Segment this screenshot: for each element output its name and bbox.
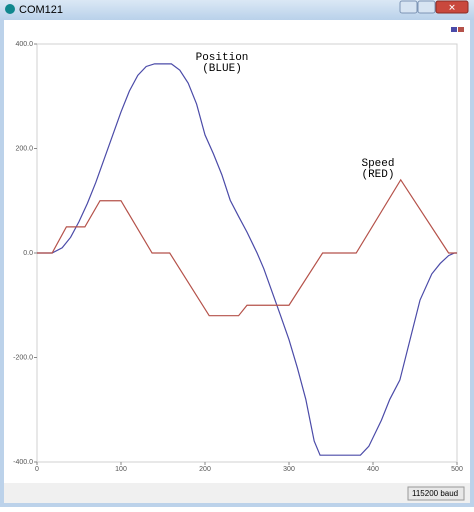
legend-swatch [458,27,464,32]
x-tick-label: 0 [35,466,39,473]
x-tick-label: 200 [199,466,211,473]
annotation-sub: (BLUE) [202,63,242,75]
x-tick-label: 500 [451,466,463,473]
annotation-sub: (RED) [361,169,394,181]
plot: 400.0 200.0 0.0 -200.0 -400.00 100 200 300 400 50… [13,27,464,473]
annotation: Speed [361,158,394,170]
baud-select[interactable] [407,486,465,501]
plot-panel [4,20,470,483]
y-tick-label: -200.0 [13,354,33,361]
series-line [37,178,457,317]
close-icon: ✕ [448,2,456,12]
minimize-button[interactable] [399,0,418,14]
annotation: Position [196,52,249,64]
baud-label: 115200 baud [412,489,458,498]
x-tick-label: 100 [115,466,127,473]
y-tick-label: 0.0 [23,250,33,257]
legend-swatch [451,27,457,32]
y-tick-label: -400.0 [13,459,33,466]
series-line [37,63,457,456]
x-tick-label: 400 [367,466,379,473]
x-tick-label: 300 [283,466,295,473]
maximize-button[interactable] [417,0,436,14]
y-tick-label: 200.0 [15,145,33,152]
app-icon [5,4,15,14]
close-button[interactable] [435,0,469,14]
status-bar [4,483,470,503]
title-bar [0,0,474,20]
y-tick-label: 400.0 [15,41,33,48]
window-title: COM121 [19,4,63,16]
